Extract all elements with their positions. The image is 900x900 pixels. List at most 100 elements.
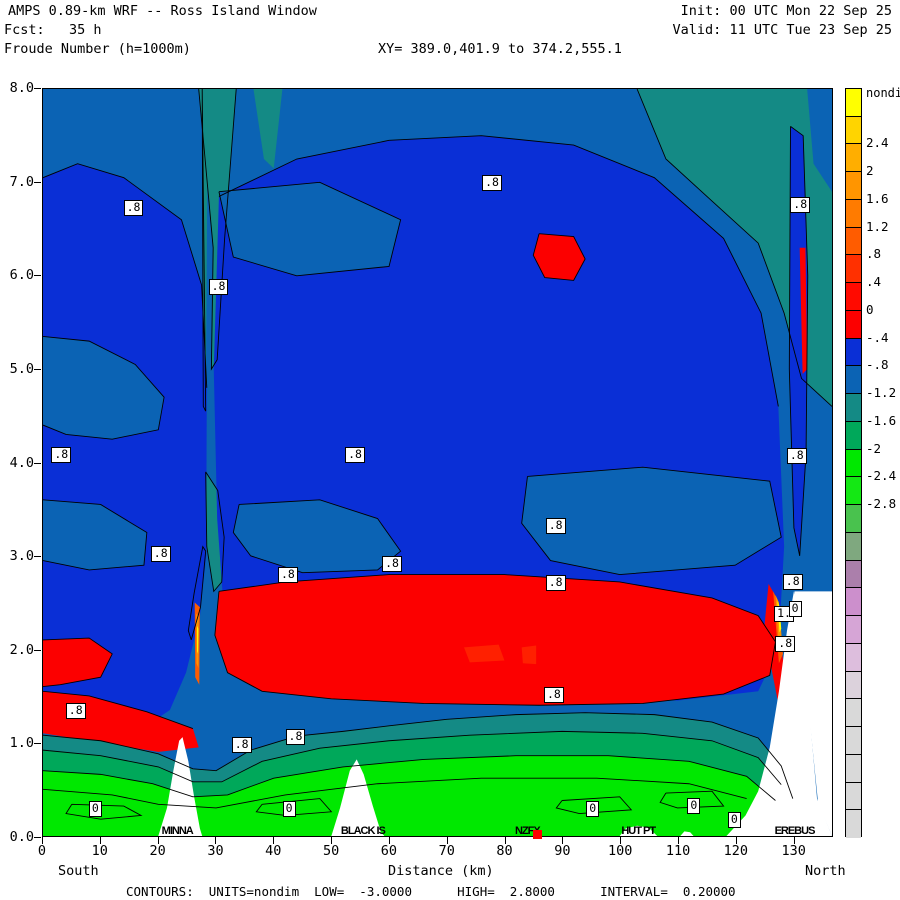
contour-band: [726, 591, 832, 836]
field-name: Froude Number (h=1000m): [4, 41, 191, 57]
x-axis-tick: [215, 837, 217, 844]
colorbar-segment: [846, 89, 861, 117]
contour-value-label: 0: [727, 812, 741, 829]
contour-line: [43, 163, 208, 388]
colorbar-tick-label: 1.6: [866, 190, 889, 206]
colorbar-segment: [846, 532, 861, 561]
contour-line: [187, 545, 207, 641]
y-axis-tick-label: 8.0: [9, 80, 34, 96]
colorbar-segment: [846, 727, 861, 755]
contour-band: [43, 755, 790, 836]
x-axis-tick: [678, 837, 680, 844]
x-axis-tick-label: 0: [37, 843, 47, 859]
colorbar-tick-label: -2.8: [866, 496, 897, 512]
site-label: MINNA: [161, 825, 194, 837]
contour-band: [799, 247, 808, 374]
x-axis-tick-label: 50: [322, 843, 340, 859]
colorbar-tick-label: -.8: [866, 357, 889, 373]
contour-line: [532, 233, 586, 281]
y-axis-tick: [34, 743, 41, 745]
colorbar-tick-label: 2.4: [866, 135, 889, 151]
cross-section-endpoints: XY= 389.0,401.9 to 374.2,555.1: [378, 41, 622, 57]
contour-line: [43, 690, 194, 730]
contour-line: [218, 135, 779, 407]
colorbar-tick-label: -1.2: [866, 385, 897, 401]
contour-value-label: .8: [150, 546, 171, 563]
contour-band: [43, 499, 147, 570]
contour-band: [233, 499, 401, 573]
x-axis-tick-label: 40: [265, 843, 282, 859]
x-axis-tick: [735, 837, 737, 844]
x-axis-label: Distance (km): [388, 863, 494, 879]
contour-band: [533, 233, 586, 281]
x-axis-tick: [562, 837, 564, 844]
colorbar-segment: [846, 116, 861, 145]
contour-value-label: 0: [687, 798, 701, 815]
contour-line: [43, 777, 747, 809]
site-label: EREBUS: [774, 825, 816, 837]
y-axis-tick: [34, 88, 41, 89]
contour-value-label: 0: [788, 601, 802, 618]
contour-line: [218, 181, 402, 277]
x-axis-tick: [793, 837, 795, 844]
x-axis-tick-label: 110: [665, 843, 691, 859]
x-axis-tick-label: 100: [608, 843, 633, 859]
contour-line: [205, 471, 225, 593]
x-axis-tick: [331, 837, 333, 844]
colorbar-tick-label: .8: [866, 246, 882, 262]
x-axis-tick-label: 90: [554, 843, 571, 859]
contour-line: [43, 637, 113, 688]
colorbar-tick-label: -2.4: [866, 468, 897, 484]
colorbar-segment: [846, 754, 861, 783]
x-axis-tick: [42, 837, 43, 844]
y-axis-tick-label: 4.0: [9, 454, 34, 471]
y-axis-tick: [34, 556, 41, 558]
colorbar-segment: [846, 172, 861, 200]
colorbar-tick-label: -.4: [866, 329, 889, 345]
colorbar-segment: [846, 394, 861, 422]
init-time: Init: 00 UTC Mon 22 Sep 25: [680, 3, 892, 19]
contour-value-label: 0: [88, 800, 102, 817]
x-axis-south-label: South: [58, 863, 99, 879]
contour-value-label: .8: [786, 447, 807, 464]
y-axis-tick-label: 7.0: [9, 173, 34, 190]
contour-band: [521, 645, 537, 665]
contour-band: [521, 467, 782, 575]
contour-band: [197, 625, 199, 654]
contour-value-label: .8: [545, 518, 566, 535]
colorbar: [845, 88, 862, 838]
y-axis-tick: [34, 181, 41, 183]
x-axis-tick: [446, 837, 448, 844]
colorbar-segment: [846, 588, 861, 617]
y-axis-tick-label: 6.0: [9, 267, 34, 284]
x-axis-tick-label: 70: [438, 843, 455, 859]
contour-value-label: .8: [482, 175, 502, 192]
colorbar-segment: [846, 144, 861, 173]
cross-section-plot: [42, 88, 833, 837]
contour-band: [158, 737, 203, 836]
x-axis-tick-label: 10: [91, 843, 108, 859]
contour-value-label: .8: [208, 279, 229, 296]
colorbar-segment: [846, 699, 861, 728]
colorbar-segment: [846, 449, 861, 478]
contour-value-label: 0: [282, 800, 296, 817]
header: AMPS 0.89-km WRF -- Ross Island Window I…: [0, 0, 900, 84]
contour-line: [232, 499, 402, 574]
contour-band: [619, 825, 658, 836]
contour-band: [43, 638, 113, 687]
contour-value-label: .8: [278, 566, 298, 583]
y-axis-tick-label: 5.0: [9, 360, 34, 377]
contour-line: [65, 803, 143, 820]
contour-band: [680, 831, 694, 836]
x-axis-tick-label: 20: [149, 843, 166, 859]
contour-value-label: .8: [782, 574, 803, 591]
colorbar-segment: [846, 810, 861, 838]
colorbar-segment: [846, 199, 861, 228]
contour-value-label: .8: [345, 447, 365, 463]
y-axis-tick-label: 3.0: [9, 548, 34, 565]
colorbar-segment: [846, 505, 861, 533]
colorbar-segment: [846, 366, 861, 395]
contour-line: [555, 796, 633, 815]
colorbar-tick-label: 0: [866, 301, 874, 317]
contour-value-label: .8: [382, 555, 402, 572]
